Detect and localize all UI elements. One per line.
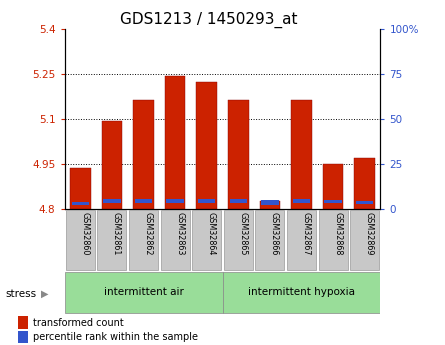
Text: GSM32868: GSM32868 (333, 212, 342, 255)
Bar (261, 200, 279, 205)
Bar (198, 199, 215, 203)
Bar (323, 164, 344, 209)
Bar (228, 100, 249, 209)
Bar (293, 199, 310, 203)
Text: GSM32863: GSM32863 (175, 212, 184, 255)
Bar (356, 201, 373, 204)
Bar (354, 158, 375, 209)
Text: GSM32865: GSM32865 (239, 212, 247, 255)
FancyBboxPatch shape (224, 210, 253, 270)
Text: GSM32864: GSM32864 (206, 212, 216, 255)
Bar (17, 316, 28, 329)
Text: GSM32866: GSM32866 (270, 212, 279, 255)
Bar (17, 331, 28, 343)
FancyBboxPatch shape (161, 210, 190, 270)
FancyBboxPatch shape (97, 210, 126, 270)
FancyBboxPatch shape (319, 210, 348, 270)
Text: GSM32869: GSM32869 (365, 212, 374, 255)
Bar (135, 199, 152, 203)
Text: GDS1213 / 1450293_at: GDS1213 / 1450293_at (121, 12, 298, 28)
Bar (324, 200, 342, 203)
Bar (291, 100, 312, 209)
FancyBboxPatch shape (192, 210, 221, 270)
FancyBboxPatch shape (222, 272, 380, 313)
FancyBboxPatch shape (129, 210, 158, 270)
Text: intermittent air: intermittent air (104, 287, 183, 297)
Bar (230, 199, 247, 203)
Bar (103, 199, 121, 203)
Text: ▶: ▶ (41, 289, 49, 299)
Text: stress: stress (6, 289, 37, 299)
Bar (70, 168, 91, 209)
Bar (166, 199, 184, 203)
Bar (72, 201, 89, 205)
Text: percentile rank within the sample: percentile rank within the sample (33, 332, 198, 342)
FancyBboxPatch shape (255, 210, 284, 270)
Bar (101, 120, 122, 209)
Text: GSM32862: GSM32862 (143, 212, 153, 255)
Bar (196, 82, 217, 209)
FancyBboxPatch shape (350, 210, 379, 270)
FancyBboxPatch shape (65, 272, 222, 313)
Text: intermittent hypoxia: intermittent hypoxia (248, 287, 355, 297)
FancyBboxPatch shape (66, 210, 95, 270)
Text: transformed count: transformed count (33, 318, 124, 328)
Bar (165, 76, 186, 209)
Bar (259, 201, 280, 209)
FancyBboxPatch shape (287, 210, 316, 270)
Text: GSM32867: GSM32867 (302, 212, 311, 255)
Bar (133, 100, 154, 209)
Text: GSM32860: GSM32860 (80, 212, 89, 255)
Text: GSM32861: GSM32861 (112, 212, 121, 255)
